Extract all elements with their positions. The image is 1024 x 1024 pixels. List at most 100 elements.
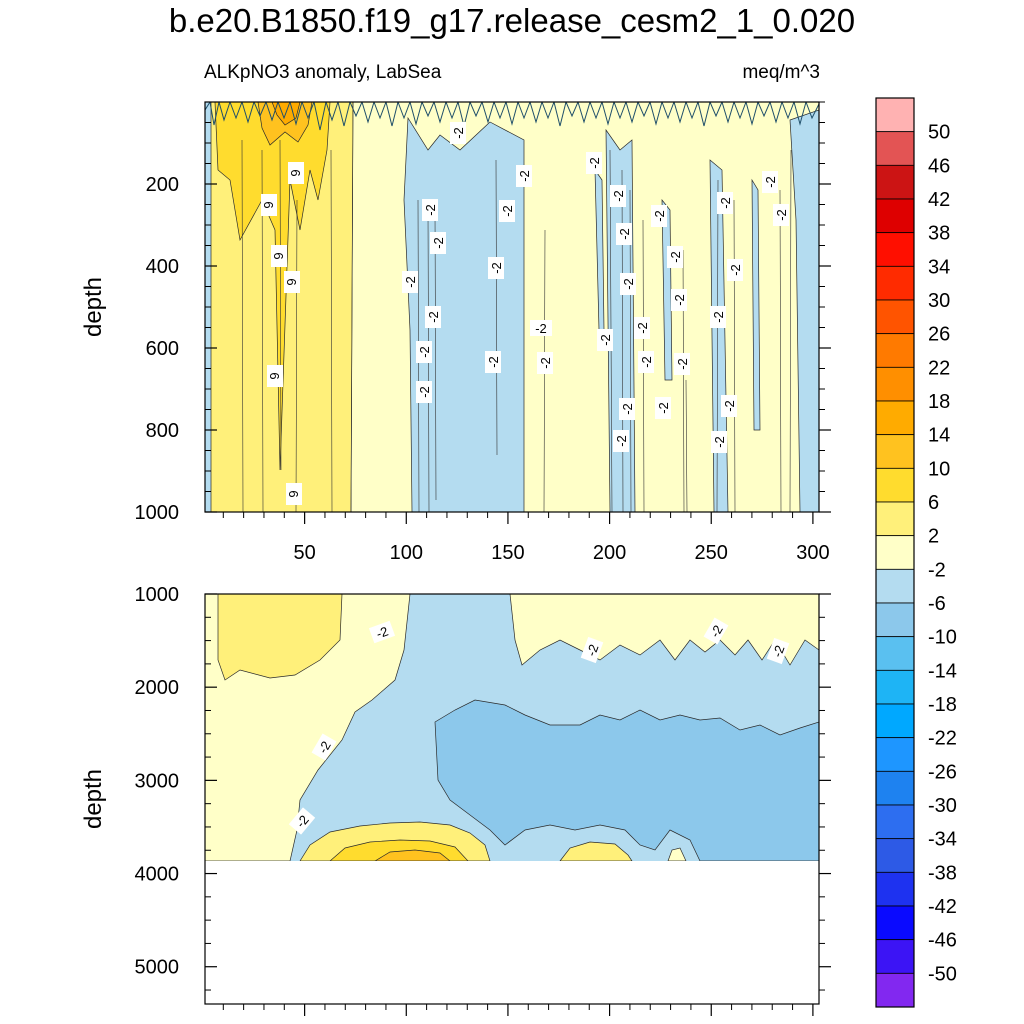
contour-label: -2 bbox=[671, 289, 687, 311]
colorbar-label: -18 bbox=[928, 694, 957, 716]
colorbar-label: 34 bbox=[928, 256, 950, 278]
colorbar-label: -46 bbox=[928, 930, 957, 952]
svg-text:-2: -2 bbox=[587, 157, 602, 169]
lower-contour-labels: -2 -2 -2 -2 -2 -2 bbox=[288, 617, 790, 835]
svg-text:-2: -2 bbox=[486, 356, 501, 368]
colorbar-swatch bbox=[875, 703, 915, 739]
svg-text:-2: -2 bbox=[769, 643, 787, 659]
contour-label: 6 bbox=[288, 162, 304, 184]
x-tick-label: 300 bbox=[796, 542, 829, 564]
upper-band-neg6-3 bbox=[709, 159, 729, 512]
svg-text:-2: -2 bbox=[620, 403, 635, 415]
svg-text:-2: -2 bbox=[621, 278, 636, 290]
page-title: b.e20.B1850.f19_g17.release_cesm2_1_0.02… bbox=[168, 2, 856, 39]
colorbar-swatch bbox=[875, 972, 915, 1008]
colorbar-swatch bbox=[875, 939, 915, 974]
x-tick-label: 150 bbox=[491, 542, 524, 564]
colorbar-swatch bbox=[875, 467, 915, 503]
contour-label: -2 bbox=[368, 620, 396, 644]
svg-text:-2: -2 bbox=[635, 322, 650, 334]
svg-text:-2: -2 bbox=[774, 209, 789, 221]
colorbar-swatch bbox=[875, 265, 915, 301]
colorbar-swatch bbox=[875, 501, 915, 537]
contour-label: -2 bbox=[499, 200, 515, 222]
contour-label: -2 bbox=[674, 353, 690, 375]
svg-text:6: 6 bbox=[286, 490, 301, 497]
colorbar: 50 46 42 38 34 30 26 22 18 14 10 6 2 -2 -6 -10 -14 -18 -22… bbox=[875, 97, 957, 1008]
y-tick-label: 3000 bbox=[135, 770, 180, 792]
contour-label: -2 bbox=[711, 431, 727, 453]
contour-label: -2 bbox=[638, 351, 654, 373]
svg-text:-2: -2 bbox=[675, 358, 690, 370]
contour-label: -2 bbox=[425, 306, 441, 328]
colorbar-swatch bbox=[875, 535, 915, 570]
svg-text:-2: -2 bbox=[417, 386, 432, 398]
contour-label: -2 bbox=[613, 430, 629, 452]
svg-text:-2: -2 bbox=[500, 205, 515, 217]
x-tick-label: 250 bbox=[695, 542, 728, 564]
y-tick-label: 1000 bbox=[135, 502, 180, 524]
contour-label: -2 bbox=[402, 271, 418, 293]
colorbar-swatch bbox=[875, 737, 915, 772]
x-tick-label: 200 bbox=[593, 542, 626, 564]
svg-text:-2: -2 bbox=[672, 294, 687, 306]
contour-label: -2 bbox=[762, 171, 778, 193]
svg-text:-2: -2 bbox=[451, 127, 466, 139]
upper-contour-labels: 6 6 6 6 6 6 -2 -2 -2 -2 -2 -2 -2 -2 -2 -2 -2 -2 -2 -2 -2 -2 -2… bbox=[261, 122, 789, 505]
svg-text:6: 6 bbox=[271, 252, 286, 259]
contour-label: -2 bbox=[485, 351, 501, 373]
y-tick-label: 800 bbox=[146, 420, 179, 442]
y-tick-label: 400 bbox=[146, 256, 179, 278]
contour-label: -2 bbox=[530, 320, 552, 336]
contour-label: -2 bbox=[619, 398, 635, 420]
contour-label: -2 bbox=[727, 259, 743, 281]
contour-label: -2 bbox=[416, 381, 432, 403]
svg-text:-2: -2 bbox=[722, 400, 737, 412]
svg-text:-2: -2 bbox=[617, 228, 632, 240]
svg-text:6: 6 bbox=[261, 201, 276, 208]
colorbar-swatch bbox=[875, 131, 915, 166]
svg-text:-2: -2 bbox=[712, 436, 727, 448]
colorbar-label: -26 bbox=[928, 761, 957, 783]
lower-plot-frame bbox=[204, 593, 820, 1005]
contour-label: -2 bbox=[580, 636, 604, 664]
colorbar-swatch bbox=[875, 164, 915, 200]
svg-text:-2: -2 bbox=[611, 190, 626, 202]
colorbar-swatch bbox=[875, 333, 915, 368]
contour-label: -2 bbox=[766, 637, 790, 665]
svg-text:-2: -2 bbox=[417, 346, 432, 358]
contour-label: -2 bbox=[773, 204, 789, 226]
y-axis-label: depth bbox=[80, 769, 107, 829]
colorbar-label: -14 bbox=[928, 660, 957, 682]
colorbar-label: -10 bbox=[928, 627, 957, 649]
colorbar-label: 18 bbox=[928, 391, 950, 413]
svg-text:-2: -2 bbox=[489, 262, 504, 274]
colorbar-swatch bbox=[875, 568, 915, 604]
contour-label: -2 bbox=[610, 185, 626, 207]
y-tick-label: 200 bbox=[146, 174, 179, 196]
colorbar-swatch bbox=[875, 400, 915, 436]
svg-text:-2: -2 bbox=[426, 311, 441, 323]
lower-band-2to6-left bbox=[217, 594, 343, 681]
colorbar-label: -22 bbox=[928, 728, 957, 750]
colorbar-label: 50 bbox=[928, 122, 950, 144]
svg-text:-2: -2 bbox=[517, 170, 532, 182]
contour-label: -2 bbox=[655, 397, 671, 419]
colorbar-swatch bbox=[875, 232, 915, 267]
colorbar-swatch bbox=[875, 770, 915, 806]
y-tick-label: 2000 bbox=[135, 677, 180, 699]
colorbar-frame bbox=[875, 97, 915, 1008]
colorbar-swatch bbox=[875, 905, 915, 941]
colorbar-label: 38 bbox=[928, 223, 950, 245]
svg-text:-2: -2 bbox=[374, 623, 390, 641]
upper-band-neg6-4 bbox=[789, 109, 819, 512]
contour-label: -2 bbox=[516, 165, 532, 187]
colorbar-swatch bbox=[875, 669, 915, 705]
svg-text:-2: -2 bbox=[656, 402, 671, 414]
svg-text:-2: -2 bbox=[652, 210, 667, 222]
upper-panel: 200 400 600 800 1000 50 100 150 200 250 300 depth 6… bbox=[80, 101, 831, 564]
svg-text:-2: -2 bbox=[718, 197, 733, 209]
upper-band-6to10-surface bbox=[214, 102, 331, 471]
contour-label: -2 bbox=[634, 317, 650, 339]
